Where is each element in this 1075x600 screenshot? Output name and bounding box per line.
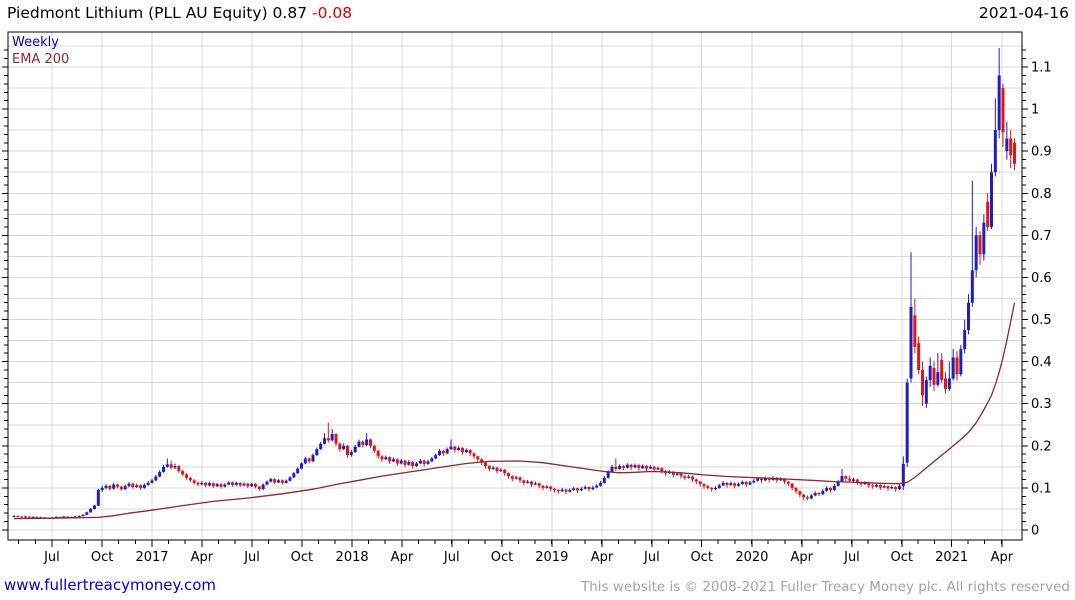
footer-copyright: This website is © 2008-2021 Fuller Treac… (581, 579, 1070, 595)
footer-site-link[interactable]: www.fullertreacymoney.com (4, 576, 217, 594)
y-tick-label: 0.6 (1031, 271, 1052, 286)
grid-layer (8, 32, 1022, 540)
x-tick-label: Apr (591, 550, 614, 565)
ema-line (13, 302, 1016, 520)
y-tick-label: 0.1 (1031, 481, 1052, 496)
x-tick-label: Apr (791, 550, 814, 565)
x-tick-label: Jul (443, 550, 460, 565)
x-tick-label: Apr (991, 550, 1014, 565)
y-tick-label: 1 (1031, 103, 1039, 118)
y-axis-labels: 0 0.1 0.2 0.3 0.4 0.5 0.6 0.7 0.8 0.9 1 1.1 (1031, 61, 1052, 539)
legend-ema-200: EMA 200 (12, 52, 70, 67)
x-tick-label: Jul (43, 550, 60, 565)
y-tick-label: 1.1 (1031, 61, 1052, 76)
x-tick-label: Jul (643, 550, 660, 565)
x-tick-label: 2020 (735, 550, 768, 565)
y-tick-label: 0.5 (1031, 313, 1052, 328)
title-text: Piedmont Lithium (PLL AU Equity) 0.87 (7, 4, 308, 22)
x-tick-label: Oct (690, 550, 712, 565)
y-tick-label: 0.9 (1031, 145, 1052, 160)
y-tick-label: 0.7 (1031, 229, 1052, 244)
y-tick-label: 0 (1031, 524, 1039, 539)
x-tick-label: 2017 (135, 550, 168, 565)
y-tick-label: 0.2 (1031, 439, 1052, 454)
y-tick-label: 0.4 (1031, 355, 1052, 370)
x-tick-label: Apr (191, 550, 214, 565)
chart-date: 2021-04-16 (978, 4, 1069, 22)
x-tick-label: Jul (843, 550, 860, 565)
y-tick-label: 0.8 (1031, 187, 1052, 202)
price-change: -0.08 (312, 4, 353, 22)
x-tick-label: 2021 (935, 550, 968, 565)
x-axis-labels: Jul Oct 2017 Apr Jul Oct 2018 Apr Jul Oct 2019 Apr J… (43, 550, 1014, 565)
x-tick-label: Oct (91, 550, 113, 565)
x-tick-label: Jul (243, 550, 260, 565)
legend-frequency: Weekly (12, 35, 59, 50)
x-tick-label: Oct (491, 550, 513, 565)
y-tick-label: 0.3 (1031, 397, 1052, 412)
chart-title: Piedmont Lithium (PLL AU Equity) 0.87 -0… (7, 4, 352, 22)
x-tick-label: Oct (291, 550, 313, 565)
x-tick-label: Apr (391, 550, 414, 565)
candles-layer (12, 48, 1016, 520)
x-tick-label: 2019 (535, 550, 568, 565)
x-tick-label: Oct (891, 550, 913, 565)
axis-frame (7, 31, 1023, 541)
x-tick-label: 2018 (336, 550, 369, 565)
tick-layer (2, 49, 1028, 547)
